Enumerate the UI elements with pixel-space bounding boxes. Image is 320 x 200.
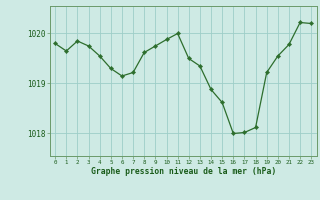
X-axis label: Graphe pression niveau de la mer (hPa): Graphe pression niveau de la mer (hPa) (91, 167, 276, 176)
